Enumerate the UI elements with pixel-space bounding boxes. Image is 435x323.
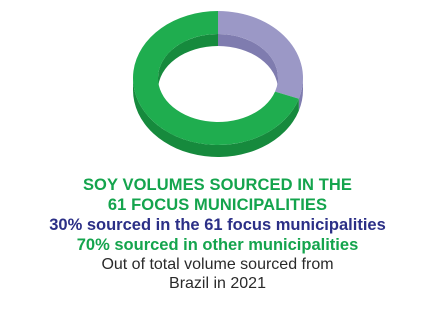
donut-inner-side-1-1 bbox=[158, 34, 218, 90]
chart-title-line-1: SOY VOLUMES SOURCED IN THE bbox=[82, 176, 353, 194]
chart-note-line-2: Brazil in 2021 bbox=[169, 275, 266, 292]
donut-chart-svg bbox=[132, 11, 303, 158]
focus-municipalities-stat: 30% sourced in the 61 focus municipaliti… bbox=[49, 216, 386, 234]
donut-outer-side-0 bbox=[298, 78, 303, 111]
chart-caption: SOY VOLUMES SOURCED IN THE 61 FOCUS MUNI… bbox=[0, 175, 435, 293]
donut-slice-1 bbox=[132, 11, 299, 145]
donut-slice-0 bbox=[218, 11, 303, 99]
other-municipalities-stat: 70% sourced in other municipalities bbox=[76, 236, 359, 254]
chart-note-line-1: Out of total volume sourced from bbox=[101, 256, 334, 273]
donut-outer-side-1 bbox=[133, 78, 299, 158]
chart-title-line-2: 61 FOCUS MUNICIPALITIES bbox=[107, 196, 328, 214]
donut-chart bbox=[132, 11, 303, 158]
donut-inner-side-0-0 bbox=[218, 34, 278, 90]
